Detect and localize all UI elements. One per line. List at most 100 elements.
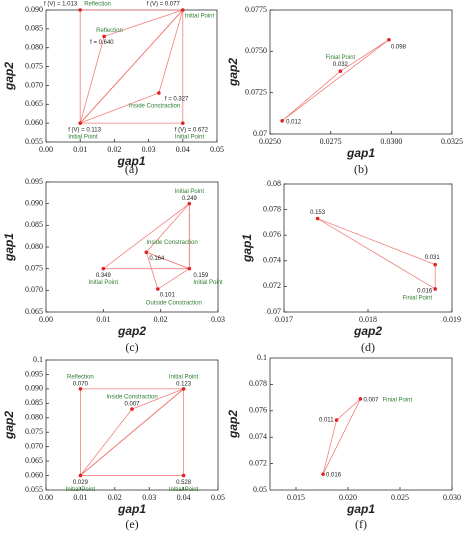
x-tick-label: 0.04 [177, 493, 191, 502]
point-note: Initial Point [89, 280, 119, 286]
y-tick-label: 0.07 [267, 307, 281, 316]
point [181, 473, 186, 478]
plot-frame [45, 359, 219, 491]
point [334, 418, 339, 422]
y-tick-label: 0.085 [25, 24, 43, 33]
y-axis-label: gap2 [226, 410, 240, 439]
y-tick-label: 0.070 [25, 441, 43, 450]
x-tick-label: 0.02 [108, 493, 122, 502]
point-label: 0.070 [73, 381, 89, 387]
point-note: Finial Point [382, 397, 412, 403]
y-tick-label: 0.078 [249, 379, 267, 388]
point [387, 37, 391, 42]
point-label: f (V) = 0.672 [175, 128, 209, 134]
y-tick-label: 0.074 [263, 256, 281, 265]
y-tick-label: 0.07 [253, 129, 267, 138]
y-tick-label: 0.095 [25, 369, 43, 378]
simplex [80, 388, 184, 476]
x-tick-label: 0.03 [211, 315, 225, 324]
y-tick-label: 0.072 [263, 281, 281, 290]
simplex [322, 398, 361, 475]
caption: (c) [125, 340, 138, 354]
x-axis-label: gap1 [117, 502, 146, 516]
point-note: Reflection [67, 374, 94, 380]
y-tick-label: 0.080 [25, 413, 43, 422]
point-note: Initial Point [175, 189, 205, 195]
y-tick-label: 0.075 [25, 263, 43, 272]
point [144, 250, 149, 254]
point [78, 8, 82, 12]
simplex [145, 251, 191, 290]
y-tick-label: 0.080 [25, 43, 43, 52]
y-axis-label: gap2 [2, 62, 16, 91]
y-tick-label: 0.076 [263, 230, 281, 239]
x-tick-label: 0.01 [73, 493, 87, 502]
x-tick-label: 0.015 [287, 493, 305, 502]
y-tick-label: 0.065 [25, 99, 43, 108]
point [102, 34, 106, 39]
point-note: Finial Point [403, 296, 433, 302]
y-end-label: 0.1 [257, 353, 267, 362]
x-tick-label: 0.00 [39, 145, 53, 154]
x-tick-label: 0.01 [96, 315, 110, 324]
y-tick-label: 0.074 [249, 432, 267, 441]
point-note: Reflection [84, 2, 111, 8]
y-tick-label: 0.070 [25, 285, 43, 294]
y-tick-label: 0.0725 [245, 87, 267, 96]
x-tick-label: 0.0300 [380, 137, 402, 146]
point-note: Reflection [96, 28, 123, 34]
point [130, 407, 134, 411]
point-label: f = 0.640 [90, 40, 114, 46]
x-tick-label: 0.025 [391, 493, 409, 502]
point-note: Initial Point [66, 487, 96, 493]
point [157, 91, 161, 95]
x-axis-label: gap2 [117, 324, 146, 338]
y-tick-label: 0.076 [249, 406, 267, 415]
y-tick-label: 0.095 [25, 177, 43, 186]
x-tick-label: 0.01 [73, 145, 87, 154]
point-label: 0.031 [425, 255, 441, 261]
point [187, 266, 192, 271]
x-tick-label: 0.0250 [259, 137, 281, 146]
x-tick-label: 0.0275 [320, 137, 342, 146]
point-label: 0.016 [417, 289, 433, 295]
x-tick-label: 0.018 [359, 315, 377, 324]
y-tick-label: 0.065 [25, 307, 43, 316]
plot-frame [269, 357, 453, 491]
y-tick-label: 0.055 [25, 137, 43, 146]
point-label: 0.123 [176, 381, 192, 387]
y-tick-label: 0.078 [263, 204, 281, 213]
x-tick-label: 0.03 [142, 145, 156, 154]
point [321, 472, 325, 476]
point-note: Initial Point [185, 14, 215, 20]
point [433, 262, 438, 267]
simplex [281, 39, 390, 122]
caption: (f) [355, 517, 367, 531]
point [78, 387, 83, 391]
x-tick-label: 0.020 [339, 493, 357, 502]
point-label: 0.007 [363, 397, 379, 403]
point-note: Inside Constraction [146, 240, 197, 246]
point-label: 0.249 [182, 196, 198, 202]
y-tick-label: 0.075 [25, 427, 43, 436]
x-tick-label: 0.00 [39, 315, 53, 324]
simplex [79, 9, 184, 124]
point-label: 0.029 [73, 480, 89, 486]
point-label: 0.101 [160, 293, 176, 299]
x-axis-label: gap1 [346, 146, 375, 160]
point [78, 121, 82, 125]
point-note: Outside Constraction [146, 301, 202, 307]
point [181, 8, 185, 12]
y-tick-label: 0.090 [25, 198, 43, 207]
point-label: 0.164 [149, 256, 165, 262]
x-tick-label: 0.05 [211, 493, 225, 502]
point-note: Inside Constraction [129, 104, 180, 110]
point-note: Initial Point [169, 487, 199, 493]
caption: (a) [125, 162, 138, 176]
point [181, 121, 185, 125]
point [315, 216, 320, 221]
point [181, 387, 186, 391]
point [101, 266, 106, 271]
point-label: 0.007 [124, 402, 140, 408]
point-note: Initial Point [193, 280, 223, 286]
